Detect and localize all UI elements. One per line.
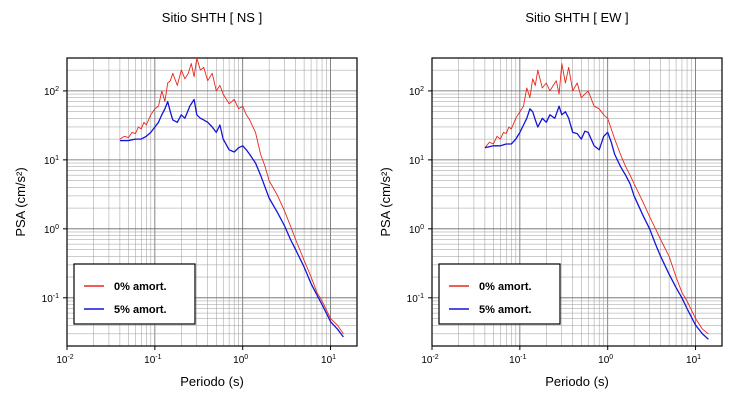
y-axis-label: PSA (cm/s²) <box>378 167 393 236</box>
grid <box>431 57 723 347</box>
y-tick-label: 101 <box>44 155 59 167</box>
legend-box <box>438 263 561 325</box>
x-axis-label: Periodo (s) <box>180 374 244 389</box>
chart-panel-2: Sitio SHTH [ EW ] 10-2 10-1 100 101 10-1 100 10… <box>378 10 723 389</box>
series-group <box>484 63 709 340</box>
x-tick-label: 101 <box>686 354 701 366</box>
x-tick-label: 101 <box>321 354 336 366</box>
x-tick-label: 100 <box>598 354 613 366</box>
y-tick-label: 10-1 <box>407 293 424 305</box>
chart-panel-1: Sitio SHTH [ NS ] 10-2 10-1 100 101 10-1 100 10… <box>13 10 358 389</box>
chart-title: Sitio SHTH [ EW ] <box>525 10 628 25</box>
x-tick-label: 10-1 <box>509 354 526 366</box>
x-axis-label: Periodo (s) <box>545 374 609 389</box>
x-tick-label: 100 <box>233 354 248 366</box>
legend-box <box>73 263 196 325</box>
y-tick-label: 102 <box>44 86 59 98</box>
y-tick-label: 100 <box>44 224 59 236</box>
y-tick-label: 101 <box>409 155 424 167</box>
series-line-undamped <box>484 63 709 335</box>
legend: 0% amort. 5% amort. <box>73 263 196 325</box>
legend-label: 0% amort. <box>114 281 167 293</box>
chart-title: Sitio SHTH [ NS ] <box>162 10 262 25</box>
series-line-damped <box>484 105 709 340</box>
y-tick-label: 100 <box>409 224 424 236</box>
x-tick-label: 10-2 <box>56 354 73 366</box>
y-tick-label: 10-1 <box>42 293 59 305</box>
legend-label: 5% amort. <box>479 304 532 316</box>
legend-label: 5% amort. <box>114 304 167 316</box>
series-line-damped <box>119 98 344 338</box>
plot-frame <box>431 57 723 347</box>
legend-label: 0% amort. <box>479 281 532 293</box>
x-tick-label: 10-1 <box>144 354 161 366</box>
y-axis-label: PSA (cm/s²) <box>13 167 28 236</box>
series-line-undamped <box>119 58 344 335</box>
y-tick-label: 102 <box>409 86 424 98</box>
legend: 0% amort. 5% amort. <box>438 263 561 325</box>
series-group <box>119 58 344 338</box>
plot-frame <box>66 57 358 347</box>
x-tick-label: 10-2 <box>421 354 438 366</box>
